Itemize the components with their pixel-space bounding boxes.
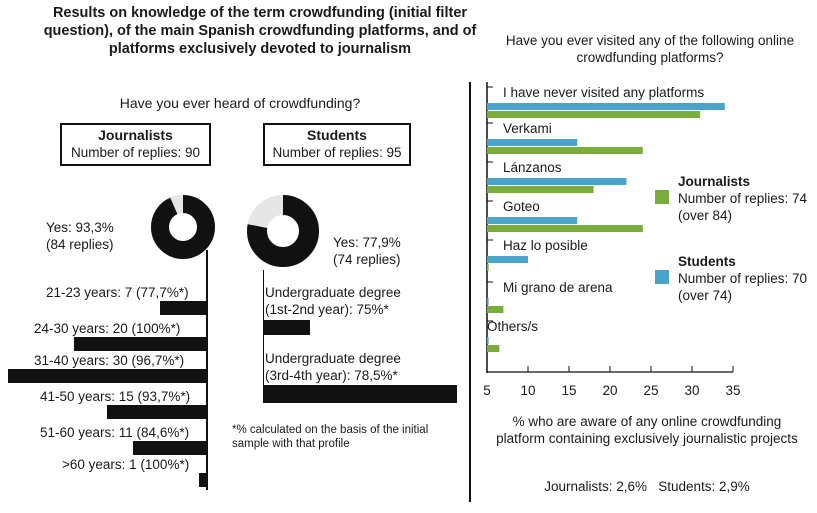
journalists-donut-yes (151, 195, 215, 259)
x-tick-label: 35 (725, 383, 741, 398)
degree-bar-label: Undergraduate degree (1st-2nd year): 75%* (265, 285, 401, 317)
journalists-bar (487, 147, 643, 154)
platform-label: Haz lo posible (503, 238, 588, 253)
x-tick-label: 5 (483, 383, 491, 398)
students-bar (487, 217, 578, 224)
journalists-bar (487, 345, 500, 352)
journalists-legend: Journalists Number of replies: 74 (over … (678, 174, 808, 223)
calc-note: *% calculated on the basis of the initia… (232, 424, 429, 450)
journalists-legend-swatch (655, 190, 669, 204)
panel-divider (469, 82, 471, 502)
age-bar (74, 337, 206, 351)
students-bar (487, 256, 528, 263)
students-yes-label: Yes: 77,9% (74 replies) (333, 235, 401, 267)
students-replies: Number of replies: 95 (272, 145, 402, 160)
age-bar (107, 405, 206, 419)
journalists-yes-label: Yes: 93,3% (84 replies) (46, 220, 114, 252)
age-bar-label: >60 years: 1 (100%*) (62, 457, 190, 472)
degree-bar-label: Undergraduate degree (3rd-4th year): 78,5… (265, 351, 401, 383)
students-bar (487, 103, 725, 110)
age-bar-label: 41-50 years: 15 (93,7%*) (40, 389, 191, 404)
age-bar (133, 441, 206, 455)
students-label: Students (307, 127, 367, 143)
students-axis-line (263, 270, 264, 400)
students-bar (487, 298, 489, 305)
x-tick-label: 30 (684, 383, 700, 398)
platforms-question: Have you ever visited any of the followi… (505, 33, 795, 65)
x-tick-label: 10 (520, 383, 536, 398)
age-bar-label: 21-23 years: 7 (77,7%*) (46, 285, 189, 300)
journalists-bar (487, 111, 701, 118)
platform-label: Lánzanos (503, 160, 562, 175)
age-bar-label: 51-60 years: 11 (84,6%*) (40, 425, 190, 440)
platform-label: Verkami (503, 121, 552, 136)
students-legend: Students Number of replies: 70 (over 74) (678, 254, 808, 303)
students-bar (487, 139, 578, 146)
journalists-bar (487, 306, 504, 313)
platform-label: Others/s (487, 319, 539, 334)
platform-label: Mi grano de arena (503, 280, 613, 295)
figure-title: Results on knowledge of the term crowdfu… (43, 5, 477, 57)
x-tick-label: 15 (561, 383, 577, 398)
journalists-axis-line (206, 250, 208, 490)
students-donut-yes (247, 195, 319, 267)
crowdfunding-question: Have you ever heard of crowdfunding? (119, 95, 361, 111)
age-bar (8, 369, 206, 383)
students-box: Students Number of replies: 95 (263, 123, 411, 166)
journalists-box: Journalists Number of replies: 90 (60, 123, 211, 166)
students-bar (487, 337, 489, 344)
age-bar (199, 473, 206, 487)
age-bar-label: 24-30 years: 20 (100%*) (34, 321, 181, 336)
degree-bar (263, 320, 311, 335)
x-tick-label: 20 (602, 383, 618, 398)
x-tick-label: 25 (643, 383, 659, 398)
journalists-replies: Number of replies: 90 (70, 145, 201, 160)
age-bar-label: 31-40 years: 30 (96,7%*) (34, 353, 185, 368)
journalists-bar (487, 225, 643, 232)
journalists-label: Journalists (98, 127, 173, 143)
degree-bar (263, 385, 457, 403)
journalists-bar (487, 186, 594, 193)
platform-label: I have never visited any platforms (503, 85, 705, 100)
aware-question: % who are aware of any online crowdfundi… (496, 414, 798, 446)
aware-values: Journalists: 2,6% Students: 2,9% (544, 479, 750, 494)
platform-label: Goteo (503, 199, 540, 214)
journalists-bar (487, 264, 489, 271)
students-legend-swatch (655, 270, 669, 284)
age-bar (159, 301, 206, 315)
students-bar (487, 178, 627, 185)
